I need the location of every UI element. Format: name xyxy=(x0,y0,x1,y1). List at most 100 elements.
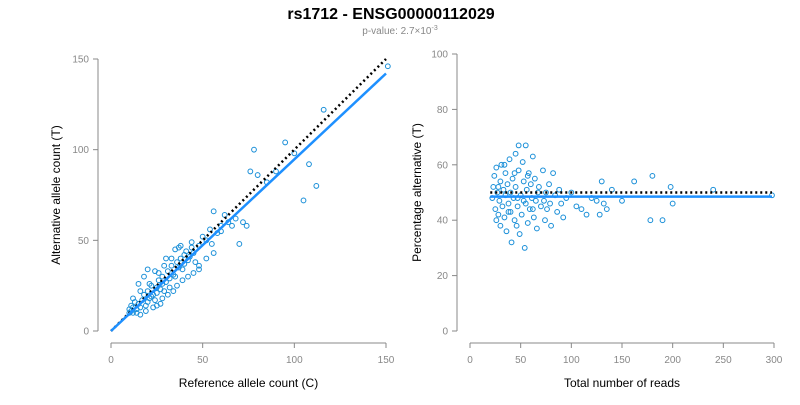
data-point xyxy=(137,288,144,295)
data-point xyxy=(130,295,136,302)
data-point xyxy=(526,206,533,213)
data-point xyxy=(507,189,514,196)
data-point xyxy=(188,244,195,251)
data-point xyxy=(593,197,600,204)
y-axis-label: Percentage alternative (T) xyxy=(410,123,424,262)
y-tick-label: 100 xyxy=(72,145,89,156)
y-tick-label: 150 xyxy=(72,55,89,66)
data-point xyxy=(254,172,261,178)
data-point xyxy=(236,241,243,247)
data-point xyxy=(247,168,254,175)
data-point xyxy=(163,255,169,262)
data-point xyxy=(179,266,186,273)
data-point xyxy=(603,206,610,213)
data-point xyxy=(492,206,499,213)
data-point xyxy=(506,156,513,163)
data-point xyxy=(504,181,511,188)
data-point xyxy=(531,175,538,182)
data-point xyxy=(669,200,676,207)
data-point xyxy=(282,139,289,146)
data-point xyxy=(172,273,179,280)
data-point xyxy=(502,170,509,177)
data-point xyxy=(527,181,534,188)
figure-title: rs1712 - ENSG00000112029 xyxy=(287,6,494,23)
x-tick-label: 50 xyxy=(197,355,209,366)
data-point xyxy=(540,167,546,174)
data-point xyxy=(521,245,528,251)
data-point xyxy=(164,268,171,275)
data-point xyxy=(190,270,197,276)
data-point xyxy=(525,170,532,177)
data-point xyxy=(520,178,527,185)
data-point xyxy=(544,206,550,213)
data-point xyxy=(536,184,542,190)
y-tick-label: 80 xyxy=(437,105,449,116)
data-point xyxy=(137,311,144,318)
data-point xyxy=(168,262,175,269)
data-point xyxy=(493,164,500,171)
data-point xyxy=(196,262,202,269)
x-tick-label: 100 xyxy=(286,355,303,366)
data-point xyxy=(251,146,257,153)
data-point xyxy=(300,197,307,204)
fit-line xyxy=(110,72,387,332)
data-point xyxy=(497,222,504,229)
data-point xyxy=(496,197,503,204)
data-point xyxy=(210,208,217,215)
data-point xyxy=(491,172,498,179)
data-point xyxy=(524,172,531,179)
y-axis-label: Alternative allele count (T) xyxy=(49,125,63,264)
data-point xyxy=(558,200,565,207)
data-point xyxy=(142,308,149,314)
y-tick-label: 0 xyxy=(442,327,448,338)
data-point xyxy=(710,186,717,193)
data-point xyxy=(221,212,228,218)
data-point xyxy=(243,222,250,229)
data-point xyxy=(508,239,515,246)
data-point xyxy=(170,288,177,295)
data-point xyxy=(135,280,142,287)
x-tick-label: 300 xyxy=(766,355,783,366)
data-point xyxy=(511,217,518,224)
data-point xyxy=(144,266,151,273)
data-point xyxy=(520,197,527,204)
data-point xyxy=(188,239,195,246)
data-point xyxy=(499,203,506,210)
data-point xyxy=(313,183,320,189)
x-tick-label: 100 xyxy=(563,355,580,366)
data-point xyxy=(659,217,666,224)
data-point xyxy=(183,248,190,255)
data-point xyxy=(159,295,166,302)
data-point xyxy=(199,233,206,240)
data-point xyxy=(600,200,607,207)
data-point xyxy=(494,189,501,196)
x-tick-label: 250 xyxy=(715,355,732,366)
data-point xyxy=(529,206,536,213)
data-point xyxy=(192,259,199,265)
x-tick-label: 150 xyxy=(378,355,395,366)
data-point xyxy=(210,250,217,256)
x-tick-label: 0 xyxy=(108,355,114,366)
data-point xyxy=(568,189,575,196)
data-point xyxy=(647,217,654,224)
data-point xyxy=(550,170,556,177)
data-point xyxy=(512,184,519,190)
y-tick-label: 40 xyxy=(437,216,449,227)
data-point xyxy=(174,259,180,265)
data-point xyxy=(161,288,168,295)
data-point xyxy=(152,297,158,304)
data-point xyxy=(495,184,502,190)
x-tick-label: 200 xyxy=(664,355,681,366)
data-point xyxy=(503,228,510,235)
data-point xyxy=(583,211,590,218)
y-tick-label: 0 xyxy=(83,327,89,338)
data-point xyxy=(166,284,173,291)
data-point xyxy=(185,273,191,280)
data-point xyxy=(596,211,603,218)
y-tick-label: 20 xyxy=(437,271,449,282)
data-point xyxy=(511,170,518,177)
subtitle-main: p-value: 2.7×10 xyxy=(362,26,432,37)
data-point xyxy=(507,208,514,215)
data-point xyxy=(229,222,235,229)
data-point xyxy=(164,291,171,298)
